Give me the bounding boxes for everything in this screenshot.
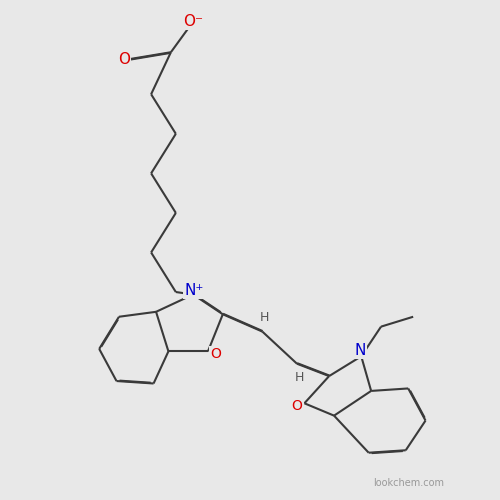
Text: N⁺: N⁺: [184, 283, 204, 298]
Text: O⁻: O⁻: [183, 14, 203, 28]
Text: H: H: [260, 311, 270, 324]
Text: O: O: [210, 347, 221, 361]
Text: O: O: [292, 399, 302, 413]
Text: O: O: [118, 52, 130, 67]
Text: lookchem.com: lookchem.com: [372, 478, 444, 488]
Text: N: N: [354, 343, 366, 358]
Text: H: H: [295, 371, 304, 384]
